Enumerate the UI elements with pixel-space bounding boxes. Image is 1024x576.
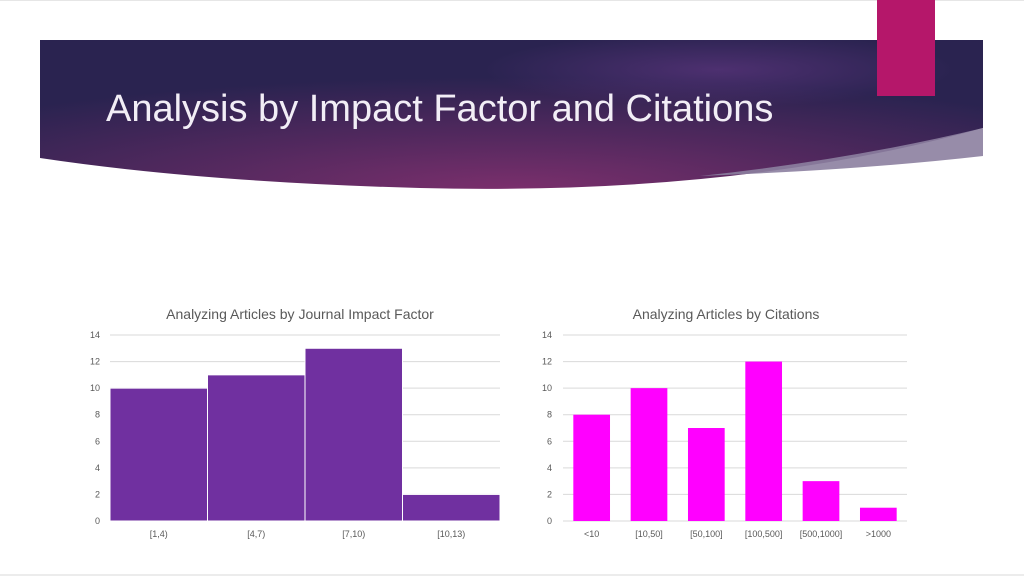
y-tick-label: 6 xyxy=(547,436,552,446)
bar xyxy=(802,481,840,521)
y-tick-label: 4 xyxy=(95,463,100,473)
y-tick-label: 0 xyxy=(95,516,100,526)
y-tick-label: 2 xyxy=(95,489,100,499)
bar xyxy=(573,414,611,521)
x-tick-label: >1000 xyxy=(866,529,891,539)
y-tick-label: 14 xyxy=(542,330,552,340)
bar xyxy=(109,387,208,522)
bar xyxy=(859,507,897,521)
bar xyxy=(630,388,668,521)
x-tick-label: [50,100] xyxy=(690,529,723,539)
y-tick-label: 2 xyxy=(547,489,552,499)
y-tick-label: 10 xyxy=(90,383,100,393)
y-tick-label: 8 xyxy=(95,410,100,420)
bar xyxy=(687,428,725,521)
x-tick-label: [7,10) xyxy=(342,529,365,539)
y-tick-label: 12 xyxy=(542,357,552,367)
y-tick-label: 12 xyxy=(90,357,100,367)
bar xyxy=(304,347,403,522)
x-tick-label: [10,50] xyxy=(635,529,663,539)
top-border xyxy=(0,0,1024,1)
y-tick-label: 10 xyxy=(542,383,552,393)
title-banner xyxy=(40,40,983,189)
x-tick-label: [4,7) xyxy=(247,529,265,539)
x-tick-label: [10,13) xyxy=(437,529,465,539)
chart-title: Analyzing Articles by Journal Impact Fac… xyxy=(166,306,434,322)
x-tick-label: [100,500] xyxy=(745,529,783,539)
chart-title: Analyzing Articles by Citations xyxy=(633,306,820,322)
y-tick-label: 6 xyxy=(95,436,100,446)
x-tick-label: <10 xyxy=(584,529,599,539)
bar xyxy=(207,374,306,522)
accent-tab xyxy=(877,0,935,96)
y-tick-label: 4 xyxy=(547,463,552,473)
y-tick-label: 0 xyxy=(547,516,552,526)
slide-title: Analysis by Impact Factor and Citations xyxy=(106,88,774,130)
x-tick-label: [1,4) xyxy=(150,529,168,539)
bar xyxy=(402,493,501,522)
bottom-border xyxy=(0,574,1024,576)
y-tick-label: 8 xyxy=(547,410,552,420)
citations-chart: Analyzing Articles by Citations 0 2 4 6 8 10 1… xyxy=(542,306,907,539)
x-tick-label: [500,1000] xyxy=(800,529,843,539)
impact-factor-chart: Analyzing Articles by Journal Impact Fac… xyxy=(90,306,501,539)
bar xyxy=(745,361,783,521)
y-tick-label: 14 xyxy=(90,330,100,340)
